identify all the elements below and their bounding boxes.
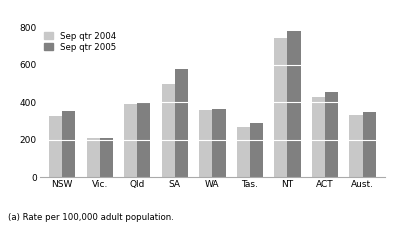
Bar xyxy=(87,138,100,177)
Legend: Sep qtr 2004, Sep qtr 2005: Sep qtr 2004, Sep qtr 2005 xyxy=(44,32,116,52)
Bar xyxy=(162,84,175,177)
Bar xyxy=(212,109,225,177)
Bar xyxy=(49,116,62,177)
Bar xyxy=(274,37,287,177)
Bar xyxy=(349,115,362,177)
Text: (a) Rate per 100,000 adult population.: (a) Rate per 100,000 adult population. xyxy=(8,213,174,222)
Bar xyxy=(250,123,263,177)
Bar xyxy=(199,110,212,177)
Bar xyxy=(175,69,188,177)
Bar xyxy=(362,111,376,177)
Bar xyxy=(62,111,75,177)
Bar xyxy=(124,104,137,177)
Bar xyxy=(325,92,338,177)
Bar xyxy=(287,31,301,177)
Bar xyxy=(137,103,150,177)
Bar xyxy=(312,97,325,177)
Bar xyxy=(100,138,113,177)
Bar xyxy=(237,127,250,177)
